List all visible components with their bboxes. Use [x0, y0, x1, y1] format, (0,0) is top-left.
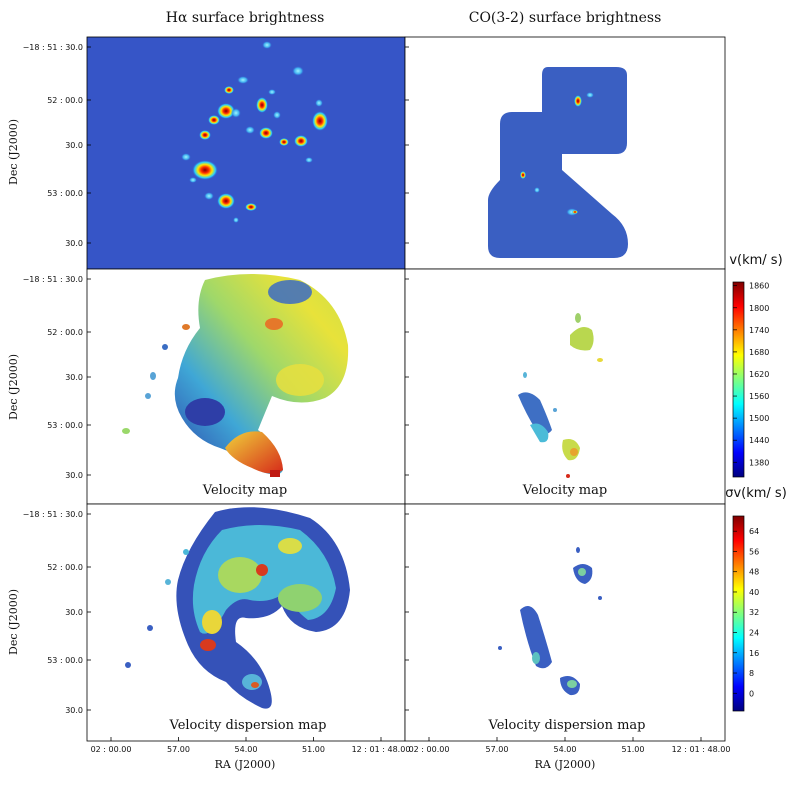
y-tick-labels: −18 : 51 : 30.0 52 : 00.0 30.0 53 : 00.0 30.… [23, 43, 409, 715]
dispersion-colorbar-ticks: 64 56 48 40 32 24 16 8 0 [733, 527, 759, 698]
y-tick-label: 30.0 [65, 608, 83, 617]
x-tick-label: 54.00 [554, 745, 577, 754]
panel-halpha-brightness [86, 36, 406, 270]
y-tick-label: 30.0 [65, 141, 83, 150]
colorbar-tick-label: 1860 [749, 282, 769, 291]
colorbar-tick-label: 1680 [749, 348, 769, 357]
ylabel-row2: Dec (J2000) [7, 354, 20, 420]
panel-co-brightness [404, 36, 726, 270]
y-tick-label: −18 : 51 : 30.0 [23, 510, 83, 519]
x-tick-labels: 02 : 00.00 57.00 54.00 51.00 12 : 01 : 48.00… [91, 737, 731, 754]
dispersion-colorbar [732, 515, 745, 712]
dispersion-colorbar-title: σv(km/ s) [725, 486, 787, 501]
panel-co-dispersion [404, 503, 726, 742]
y-tick-label: −18 : 51 : 30.0 [23, 43, 83, 52]
y-tick-label: 30.0 [65, 471, 83, 480]
x-tick-label: 12 : 01 : 48.00 [672, 745, 731, 754]
colorbar-tick-label: 1380 [749, 458, 769, 467]
y-tick-label: 52 : 00.0 [47, 96, 83, 105]
colorbar-tick-label: 56 [749, 547, 759, 556]
colorbar-tick-label: 1560 [749, 392, 769, 401]
y-tick-label: 30.0 [65, 373, 83, 382]
y-tick-label: 30.0 [65, 706, 83, 715]
panel-halpha-dispersion [86, 503, 406, 742]
xlabel-right: RA (J2000) [535, 758, 596, 771]
xlabel-left: RA (J2000) [215, 758, 276, 771]
label-co-velocity: Velocity map [522, 483, 607, 498]
x-tick-label: 02 : 00.00 [91, 745, 132, 754]
colorbar-tick-label: 32 [749, 608, 759, 617]
colorbar-tick-label: 24 [749, 628, 759, 637]
colorbar-tick-label: 64 [749, 527, 759, 536]
x-tick-label: 51.00 [302, 745, 325, 754]
y-tick-label: −18 : 51 : 30.0 [23, 275, 83, 284]
label-halpha-velocity: Velocity map [202, 483, 287, 498]
panel-halpha-velocity [86, 268, 406, 505]
ylabel-row1: Dec (J2000) [7, 119, 20, 185]
colorbar-tick-label: 0 [749, 689, 754, 698]
x-tick-label: 54.00 [235, 745, 258, 754]
col-title-halpha: Hα surface brightness [166, 10, 325, 26]
y-tick-label: 53 : 00.0 [47, 189, 83, 198]
y-tick-label: 53 : 00.0 [47, 656, 83, 665]
colorbar-tick-label: 1800 [749, 304, 769, 313]
colorbar-tick-label: 1500 [749, 414, 769, 423]
colorbar-tick-label: 1620 [749, 370, 769, 379]
x-tick-label: 51.00 [622, 745, 645, 754]
colorbar-tick-label: 1740 [749, 326, 769, 335]
x-tick-label: 12 : 01 : 48.00 [352, 745, 411, 754]
col-title-co: CO(3-2) surface brightness [469, 10, 662, 26]
label-co-dispersion: Velocity dispersion map [488, 718, 646, 733]
colorbar-tick-label: 1440 [749, 436, 769, 445]
y-tick-label: 52 : 00.0 [47, 563, 83, 572]
x-tick-label: 02 : 00.00 [409, 745, 450, 754]
velocity-colorbar [732, 281, 745, 478]
ylabel-row3: Dec (J2000) [7, 589, 20, 655]
y-tick-label: 52 : 00.0 [47, 328, 83, 337]
velocity-colorbar-title: v(km/ s) [729, 253, 782, 268]
panel-co-velocity [404, 268, 726, 505]
y-tick-label: 53 : 00.0 [47, 421, 83, 430]
co-coverage-footprint [488, 67, 628, 258]
halpha-emission-knots [181, 41, 328, 223]
label-halpha-dispersion: Velocity dispersion map [169, 718, 327, 733]
velocity-colorbar-ticks: 1860 1800 1740 1680 1620 1560 1500 1440 1380 [733, 282, 769, 467]
x-tick-label: 57.00 [167, 745, 190, 754]
colorbar-tick-label: 48 [749, 568, 759, 577]
colorbar-tick-label: 16 [749, 649, 759, 658]
x-tick-label: 57.00 [486, 745, 509, 754]
y-tick-label: 30.0 [65, 239, 83, 248]
colorbar-tick-label: 8 [749, 669, 754, 678]
colorbar-tick-label: 40 [749, 588, 759, 597]
